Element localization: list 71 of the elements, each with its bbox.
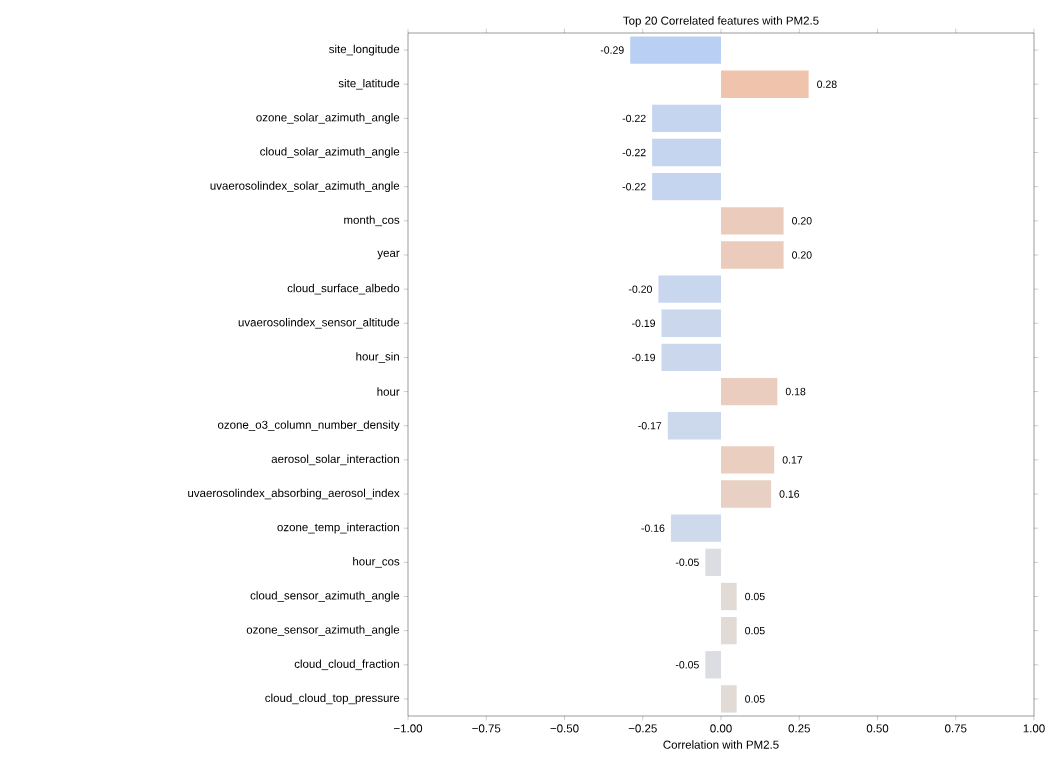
x-tick-label: 0.00: [710, 724, 732, 733]
y-tick-label: uvaerosolindex_sensor_altitude: [238, 317, 400, 329]
x-tick-label: −1.00: [394, 724, 423, 733]
bar: [652, 138, 722, 167]
bar: [705, 548, 722, 576]
y-tick-label: uvaerosolindex_absorbing_aerosol_index: [188, 488, 400, 500]
data-label: 0.05: [745, 626, 765, 635]
y-tick-label: cloud_sensor_azimuth_angle: [250, 591, 400, 602]
y-tick-label: year: [377, 250, 400, 260]
data-label: -0.05: [675, 661, 699, 669]
y-tick-label: ozone_solar_azimuth_angle: [256, 113, 400, 124]
y-tick-label: ozone_temp_interaction: [277, 522, 399, 534]
data-label: 0.16: [779, 490, 800, 498]
data-label: 0.20: [792, 251, 812, 259]
x-tick-label: 1.00: [1023, 724, 1045, 733]
data-label: -0.19: [632, 353, 655, 362]
data-label: -0.22: [622, 114, 646, 123]
bar: [721, 480, 772, 508]
x-tick-label: 0.75: [945, 724, 967, 733]
bar: [652, 173, 722, 201]
data-label: 0.20: [792, 217, 812, 225]
bar: [721, 207, 784, 235]
y-tick-label: cloud_cloud_top_pressure: [265, 693, 400, 705]
y-tick-label: site_latitude: [338, 78, 400, 90]
bar: [721, 241, 784, 269]
data-label: 0.18: [785, 387, 806, 396]
x-tick-label: 0.50: [866, 724, 889, 733]
bar: [705, 651, 722, 679]
y-tick-label: hour_cos: [353, 557, 400, 568]
bar: [721, 70, 809, 98]
data-label: -0.16: [641, 524, 665, 532]
x-tick-label: 0.25: [788, 724, 810, 733]
data-label: -0.19: [632, 319, 655, 327]
bar: [721, 616, 737, 645]
bar: [721, 582, 737, 611]
bar: [721, 446, 775, 474]
bar: [721, 377, 778, 406]
data-label: -0.22: [622, 148, 646, 157]
y-tick-label: aerosol_solar_interaction: [271, 454, 399, 466]
data-label: -0.17: [638, 422, 662, 430]
bar: [661, 343, 722, 372]
bar: [667, 412, 722, 440]
data-label: 0.05: [745, 592, 765, 601]
y-tick-label: cloud_surface_albedo: [287, 283, 400, 295]
y-tick-label: hour_sin: [356, 352, 399, 363]
y-tick-label: ozone_o3_column_number_density: [217, 420, 400, 432]
bar: [630, 36, 722, 64]
bar: [670, 514, 722, 542]
y-tick-label: hour: [377, 387, 400, 396]
bar: [721, 685, 737, 713]
data-label: -0.20: [628, 285, 652, 293]
data-label: -0.29: [600, 46, 624, 54]
y-tick-label: site_longitude: [329, 44, 400, 56]
y-tick-label: uvaerosolindex_solar_azimuth_angle: [210, 181, 400, 193]
y-tick-label: cloud_cloud_fraction: [294, 659, 399, 671]
y-tick-label: month_cos: [344, 215, 400, 227]
data-label: 0.17: [782, 456, 803, 464]
x-tick-label: −0.50: [550, 724, 579, 733]
bar: [652, 104, 722, 133]
y-tick-label: cloud_solar_azimuth_angle: [260, 147, 400, 158]
data-label: -0.22: [622, 182, 646, 191]
data-label: 0.05: [745, 695, 765, 703]
data-label: 0.28: [817, 80, 837, 88]
x-axis-title: Correlation with PM2.5: [663, 740, 779, 749]
chart-title: Top 20 Correlated features with PM2.5: [623, 16, 819, 27]
x-tick-label: −0.25: [628, 724, 657, 733]
bar: [661, 309, 722, 337]
data-label: -0.05: [675, 558, 699, 567]
bar: [658, 275, 722, 303]
x-tick-label: −0.75: [472, 724, 501, 733]
y-tick-label: ozone_sensor_azimuth_angle: [246, 625, 400, 636]
